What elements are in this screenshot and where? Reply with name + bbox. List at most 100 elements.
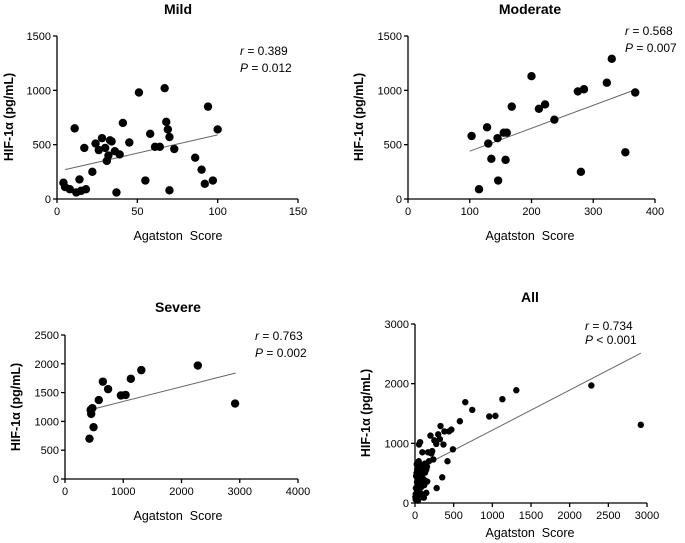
y-tick-label: 1000: [27, 85, 51, 97]
data-point: [88, 167, 97, 177]
y-tick-label: 1500: [35, 388, 59, 400]
y-tick-label: 0: [396, 194, 402, 206]
data-point: [436, 435, 444, 443]
chart-title: All: [521, 289, 539, 305]
data-point: [550, 115, 559, 124]
chart-title: Moderate: [499, 1, 561, 17]
data-point: [115, 150, 124, 159]
data-point: [101, 143, 110, 153]
x-tick-label: 400: [646, 206, 664, 218]
data-point: [213, 125, 222, 134]
data-point: [487, 154, 496, 163]
y-axis-label: HIF-1α (pg/mL): [359, 369, 373, 457]
data-point: [163, 125, 173, 134]
regression-line: [414, 352, 642, 471]
data-point: [576, 167, 586, 177]
chart-panel-all: All 0 500 1000 1500 2000 2500 3000 0 1000 2000 3000…: [359, 289, 659, 540]
p-value-text: P = 0.007: [625, 41, 677, 55]
data-point: [493, 176, 503, 185]
x-tick-label: 200: [522, 206, 540, 218]
y-tick-label: 500: [41, 445, 59, 457]
y-tick-label: 0: [53, 474, 59, 486]
y-tick-label: 0: [45, 194, 51, 206]
x-tick-label: 100: [208, 206, 226, 218]
data-point: [125, 138, 134, 147]
data-point: [588, 382, 595, 389]
data-point: [160, 83, 169, 93]
x-tick-label: 100: [461, 206, 479, 218]
data-point: [579, 85, 589, 94]
data-point: [462, 398, 469, 406]
x-tick-label: 2000: [557, 510, 581, 522]
data-point: [97, 133, 107, 143]
data-point: [423, 463, 431, 470]
correlation-r-text: r = 0.763: [255, 329, 303, 343]
data-point: [141, 176, 150, 185]
data-point: [621, 148, 630, 157]
data-point: [433, 440, 440, 448]
x-tick-label: 3000: [635, 510, 659, 522]
y-tick-label: 1500: [378, 31, 402, 43]
x-tick-label: 1000: [480, 510, 504, 522]
regression-line: [89, 372, 236, 411]
y-axis-label: HIF-1α (pg/mL): [352, 73, 366, 161]
correlation-r-text: r = 0.568: [625, 24, 673, 38]
data-point: [424, 478, 431, 485]
data-point: [118, 118, 128, 128]
y-axis-label: HIF-1α (pg/mL): [9, 363, 23, 451]
data-point: [121, 390, 130, 400]
y-tick-label: 2000: [385, 379, 409, 391]
x-axis-label: Agatston Score: [134, 509, 223, 523]
data-point: [433, 484, 440, 492]
data-point: [419, 449, 426, 456]
data-point: [513, 387, 520, 394]
data-point: [193, 361, 203, 370]
y-tick-label: 0: [403, 498, 409, 510]
x-tick-label: 0: [62, 486, 68, 498]
data-point: [440, 441, 447, 448]
data-point: [170, 144, 179, 154]
data-point: [467, 131, 476, 141]
chart-panel-severe: Severe 0 1000 2000 3000 4000 0 500 1000 1500 2000 2…: [9, 299, 310, 523]
data-point: [441, 428, 448, 435]
data-point: [428, 447, 436, 455]
data-point: [165, 186, 174, 195]
data-point: [502, 128, 511, 137]
data-point: [137, 365, 146, 375]
data-point: [482, 123, 492, 132]
data-point: [89, 422, 98, 432]
data-point: [507, 102, 516, 111]
data-point: [88, 403, 97, 413]
y-tick-label: 1000: [385, 438, 409, 450]
data-point: [484, 139, 493, 148]
x-axis-label: Agatston Score: [486, 229, 575, 243]
data-point: [126, 374, 136, 383]
data-point: [98, 377, 108, 386]
data-point: [430, 456, 437, 463]
chart-panel-moderate: Moderate 0 100 200 300 400 0 500 1000 1500 Agatsto…: [352, 1, 677, 243]
data-point: [162, 117, 171, 127]
data-point: [444, 458, 451, 465]
p-value-text: P < 0.001: [585, 333, 637, 347]
data-point: [423, 489, 430, 497]
data-point: [94, 145, 103, 155]
p-value-text: P = 0.012: [240, 61, 292, 75]
data-point: [145, 129, 155, 138]
data-point: [81, 185, 91, 194]
data-point: [80, 143, 89, 153]
data-point: [104, 151, 113, 160]
data-point: [70, 124, 79, 133]
x-tick-label: 1500: [519, 510, 543, 522]
y-tick-label: 3000: [385, 319, 409, 331]
data-point: [493, 133, 502, 143]
y-tick-label: 500: [384, 140, 402, 152]
x-tick-label: 2500: [596, 510, 620, 522]
data-point: [469, 406, 476, 414]
x-tick-label: 300: [584, 206, 602, 218]
data-point: [486, 413, 493, 420]
correlation-r-text: r = 0.734: [585, 319, 633, 333]
data-point: [439, 474, 446, 481]
data-point: [437, 422, 444, 430]
data-point: [91, 139, 100, 148]
